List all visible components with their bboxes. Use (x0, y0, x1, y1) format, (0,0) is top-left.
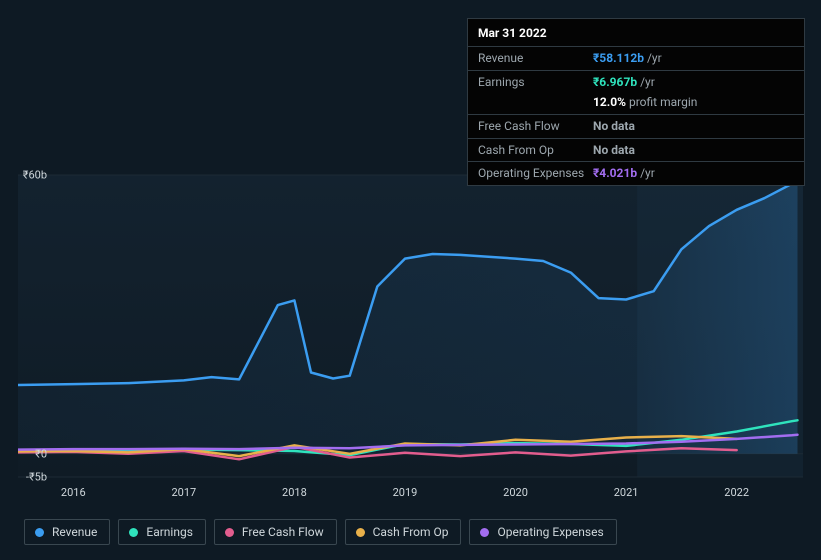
x-axis-tick-label: 2018 (282, 486, 307, 499)
tooltip-row-value: ₹58.112b /yr (593, 51, 662, 67)
tooltip-row: Free Cash FlowNo data (468, 115, 804, 139)
x-axis-tick-label: 2022 (724, 486, 749, 499)
legend-swatch (480, 528, 489, 537)
tooltip-row: Earnings₹6.967b /yr (468, 71, 804, 94)
y-axis-tick-label: ₹0 (35, 447, 47, 460)
chart-legend: Revenue Earnings Free Cash Flow Cash From O… (24, 519, 617, 545)
x-axis-tick-label: 2021 (614, 486, 639, 499)
tooltip-row-label: Cash From Op (478, 143, 593, 159)
legend-swatch (35, 528, 44, 537)
chart-container: Mar 31 2022 Revenue₹58.112b /yrEarnings₹… (0, 0, 821, 560)
tooltip-row-label: Revenue (478, 51, 593, 67)
legend-label: Revenue (52, 525, 97, 539)
tooltip-row: Cash From OpNo data (468, 139, 804, 163)
legend-swatch (225, 528, 234, 537)
chart-tooltip: Mar 31 2022 Revenue₹58.112b /yrEarnings₹… (467, 18, 805, 186)
legend-item-cash-from-op[interactable]: Cash From Op (345, 519, 462, 545)
legend-label: Cash From Op (373, 525, 449, 539)
legend-label: Free Cash Flow (242, 525, 324, 539)
x-axis-tick-label: 2016 (61, 486, 86, 499)
tooltip-row-value: No data (593, 143, 635, 159)
tooltip-row-value: No data (593, 119, 635, 135)
legend-swatch (356, 528, 365, 537)
legend-item-earnings[interactable]: Earnings (118, 519, 206, 545)
tooltip-row: Revenue₹58.112b /yr (468, 47, 804, 71)
legend-label: Earnings (146, 525, 193, 539)
tooltip-row-value: ₹6.967b /yr (593, 75, 655, 91)
tooltip-date: Mar 31 2022 (468, 19, 804, 47)
y-axis-tick-label: -₹5b (26, 471, 47, 484)
tooltip-margin-row: 12.0% profit margin (468, 93, 804, 115)
tooltip-row-label: Operating Expenses (478, 166, 593, 182)
tooltip-row-value: ₹4.021b /yr (593, 166, 655, 182)
legend-item-operating-expenses[interactable]: Operating Expenses (469, 519, 616, 545)
tooltip-row: Operating Expenses₹4.021b /yr (468, 162, 804, 185)
legend-item-revenue[interactable]: Revenue (24, 519, 110, 545)
tooltip-row-label: Earnings (478, 75, 593, 91)
x-axis-tick-label: 2017 (171, 486, 196, 499)
legend-swatch (129, 528, 138, 537)
chart-svg (18, 160, 803, 480)
chart-x-axis: 2016 2017 2018 2019 2020 2021 2022 (18, 486, 803, 500)
x-axis-tick-label: 2019 (393, 486, 418, 499)
y-axis-tick-label: ₹60b (23, 169, 47, 182)
legend-label: Operating Expenses (497, 525, 603, 539)
chart-plot-area[interactable] (18, 160, 803, 480)
legend-item-free-cash-flow[interactable]: Free Cash Flow (214, 519, 337, 545)
x-axis-tick-label: 2020 (503, 486, 528, 499)
tooltip-row-label: Free Cash Flow (478, 119, 593, 135)
